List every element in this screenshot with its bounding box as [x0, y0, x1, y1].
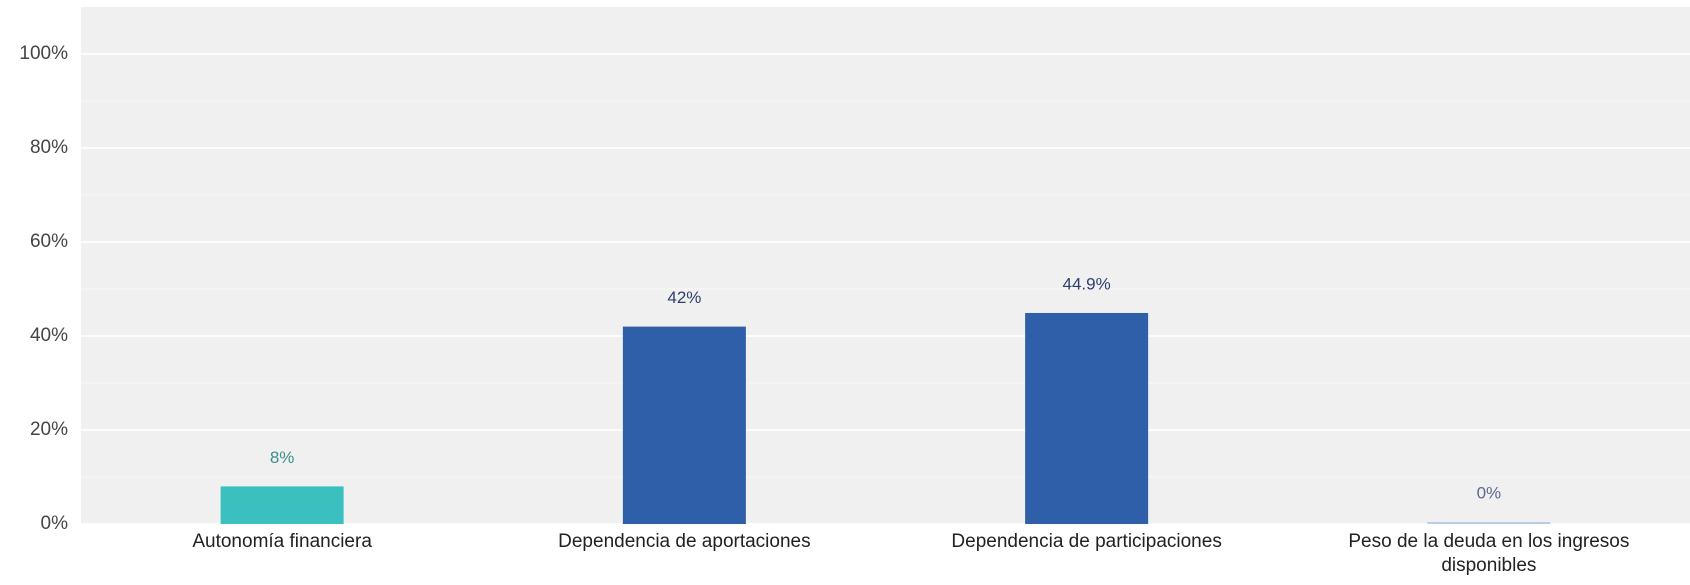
y-tick-label: 0%: [41, 513, 69, 534]
x-tick-label: Peso de la deuda en los ingresos disponi…: [1348, 531, 1630, 576]
bar: [1025, 312, 1149, 524]
y-tick-label: 60%: [30, 231, 68, 252]
y-tick-label: 40%: [30, 325, 68, 346]
y-tick-label: 20%: [30, 419, 68, 440]
bar: [1427, 522, 1551, 524]
data-label: 44.9%: [1063, 274, 1111, 293]
x-tick-label: Dependencia de aportaciones: [558, 531, 811, 552]
plot-area: [81, 7, 1690, 524]
bar: [220, 486, 344, 524]
y-tick-label: 100%: [19, 43, 68, 64]
data-label: 42%: [667, 288, 701, 307]
x-tick-label: Autonomía financiera: [192, 531, 372, 552]
x-tick-label: Dependencia de participaciones: [951, 531, 1222, 552]
data-label: 0%: [1477, 483, 1502, 502]
data-label: 8%: [270, 448, 295, 467]
bar: [622, 326, 746, 524]
y-tick-label: 80%: [30, 137, 68, 158]
